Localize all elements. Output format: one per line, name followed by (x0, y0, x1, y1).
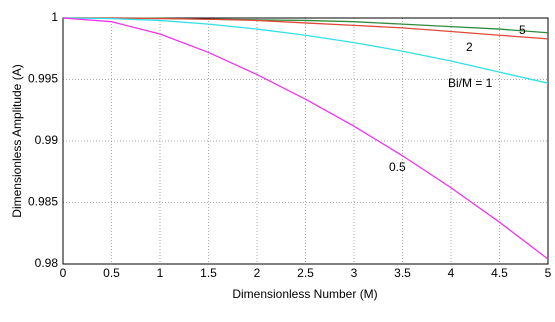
y-tick-label: 0.995 (28, 72, 58, 86)
x-tick-label: 3 (351, 266, 358, 280)
series-label: 2 (466, 40, 473, 54)
x-tick-label: 4.5 (491, 266, 508, 280)
y-tick-label: 0.98 (35, 256, 59, 270)
y-tick-label: 0.985 (28, 195, 58, 209)
series-label: 0.5 (389, 160, 406, 174)
line-series (63, 17, 549, 40)
x-tick-label: 0 (60, 266, 67, 280)
line-series (62, 17, 549, 260)
line-series (62, 17, 549, 84)
x-tick-label: 2 (254, 266, 261, 280)
x-tick-label: 5 (545, 266, 552, 280)
x-tick-label: 2.5 (297, 266, 314, 280)
x-tick-label: 1.5 (200, 266, 217, 280)
x-tick-label: 3.5 (394, 266, 411, 280)
plot-frame (62, 17, 549, 265)
y-tick-label: 0.99 (35, 133, 59, 147)
x-axis-label: Dimensionless Number (M) (232, 287, 377, 301)
series-label: 5 (519, 23, 526, 37)
y-tick-label: 1 (51, 10, 58, 24)
x-tick-label: 0.5 (103, 266, 120, 280)
series-label: Bi/M = 1 (448, 76, 493, 90)
y-axis-label: Dimensionless Amplitude (A) (10, 64, 24, 217)
x-tick-label: 1 (157, 266, 164, 280)
x-tick-label: 4 (448, 266, 455, 280)
